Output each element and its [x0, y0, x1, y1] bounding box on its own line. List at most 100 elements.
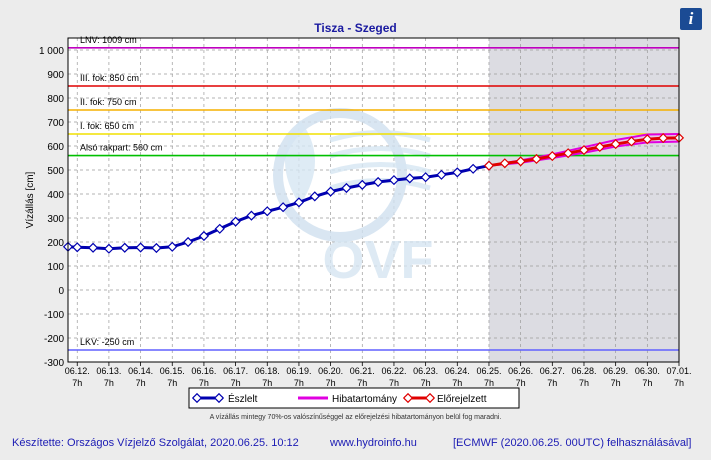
x-tick-label: 06.13. [96, 366, 121, 376]
observed-point [404, 173, 415, 184]
observed-point [420, 172, 431, 183]
legend-marker [191, 392, 203, 404]
x-tick-hour-label: 7h [326, 378, 336, 388]
x-tick-hour-label: 7h [104, 378, 114, 388]
x-tick-label: 06.14. [128, 366, 153, 376]
forecast-point [547, 150, 558, 162]
reference-line-label: LKV: -250 cm [80, 337, 134, 347]
legend-label: Előrejelzett [437, 394, 487, 405]
footer-credit: Készítette: Országos Vízjelző Szolgálat,… [12, 437, 299, 449]
x-tick-label: 06.20. [318, 366, 343, 376]
x-tick-label: 06.18. [255, 366, 280, 376]
legend-label: Hibatartomány [332, 394, 397, 405]
observed-line [67, 164, 490, 251]
y-tick-label: -100 [44, 310, 64, 321]
watermark-text: OVF [322, 230, 433, 290]
legend-marker [213, 392, 225, 404]
legend-label: Észlelt [228, 392, 258, 405]
x-tick-label: 06.17. [223, 366, 248, 376]
x-tick-hour-label: 7h [611, 378, 621, 388]
y-axis-label: Vízállás [cm] [25, 171, 36, 228]
forecast-point [658, 132, 669, 144]
x-tick-hour-label: 7h [421, 378, 431, 388]
footer-website-link[interactable]: www.hydroinfo.hu [330, 437, 417, 449]
observed-point [293, 197, 305, 208]
x-tick-hour-label: 7h [452, 378, 462, 388]
observed-point [262, 206, 273, 217]
observed-point [87, 242, 99, 253]
observed-point [436, 169, 447, 180]
y-tick-label: 600 [47, 142, 64, 153]
x-tick-hour-label: 7h [357, 378, 367, 388]
watermark-wave-icon [329, 162, 431, 175]
x-tick-hour-label: 7h [199, 378, 209, 388]
forecast-point [594, 141, 605, 153]
observed-point [151, 242, 162, 254]
observed-point [309, 191, 320, 202]
x-tick-hour-label: 7h [389, 378, 399, 388]
x-tick-hour-label: 7h [674, 378, 684, 388]
forecast-point [531, 153, 542, 165]
x-tick-hour-label: 7h [262, 378, 272, 388]
observed-point [341, 182, 352, 194]
watermark-logo-ring [273, 108, 407, 242]
info-button[interactable]: i [680, 8, 702, 30]
reference-line-label: Alsó rakpart: 560 cm [80, 143, 163, 153]
y-tick-label: 400 [47, 190, 64, 201]
x-tick-hour-label: 7h [136, 378, 146, 388]
x-tick-label: 06.12. [65, 366, 90, 376]
x-tick-hour-label: 7h [516, 378, 526, 388]
reference-line-label: I. fok: 650 cm [80, 121, 134, 131]
x-tick-label: 06.15. [160, 366, 185, 376]
observed-point [119, 242, 130, 253]
x-tick-label: 06.23. [413, 366, 438, 376]
y-tick-label: 500 [47, 166, 64, 177]
observed-point [373, 176, 384, 188]
observed-point [214, 223, 225, 234]
observed-point [72, 242, 83, 253]
plot-frame [67, 37, 680, 363]
observed-point [325, 186, 336, 197]
y-tick-label: -200 [44, 334, 64, 345]
observed-point [182, 236, 194, 248]
x-tick-label: 06.21. [350, 366, 375, 376]
y-tick-label: -300 [44, 358, 64, 369]
legend-marker [402, 392, 414, 404]
y-tick-label: 700 [47, 118, 64, 129]
legend-box [188, 387, 520, 409]
x-tick-hour-label: 7h [294, 378, 304, 388]
x-tick-hour-label: 7h [484, 378, 494, 388]
x-tick-label: 06.22. [381, 366, 406, 376]
observed-point [167, 241, 178, 252]
y-tick-label: 100 [47, 262, 64, 273]
observed-point [103, 243, 115, 254]
forecast-point [515, 156, 526, 167]
x-tick-hour-label: 7h [167, 378, 177, 388]
watermark-wave-icon [329, 130, 431, 143]
footer-model-info: [ECMWF (2020.06.25. 00UTC) felhasználásá… [453, 437, 692, 449]
y-tick-label: 0 [58, 286, 64, 297]
y-tick-label: 800 [47, 94, 64, 105]
x-tick-label: 07.01. [666, 366, 691, 376]
x-tick-label: 06.28. [571, 366, 596, 376]
reference-line-label: II. fok: 750 cm [80, 97, 137, 107]
y-tick-label: 1 000 [39, 46, 64, 57]
legend-marker [424, 392, 436, 404]
x-tick-hour-label: 7h [72, 378, 82, 388]
watermark-wave-icon [329, 146, 431, 159]
forecast-point [626, 136, 637, 147]
forecast-point [610, 138, 621, 150]
observed-point [246, 210, 257, 221]
x-tick-label: 06.29. [603, 366, 628, 376]
forecast-point [642, 134, 653, 145]
observed-point [468, 163, 479, 174]
observed-point [357, 179, 368, 190]
x-tick-hour-label: 7h [231, 378, 241, 388]
y-tick-label: 300 [47, 214, 64, 225]
x-tick-hour-label: 7h [642, 378, 652, 388]
x-tick-label: 06.30. [635, 366, 660, 376]
x-tick-label: 06.27. [540, 366, 565, 376]
forecast-point [483, 160, 495, 171]
